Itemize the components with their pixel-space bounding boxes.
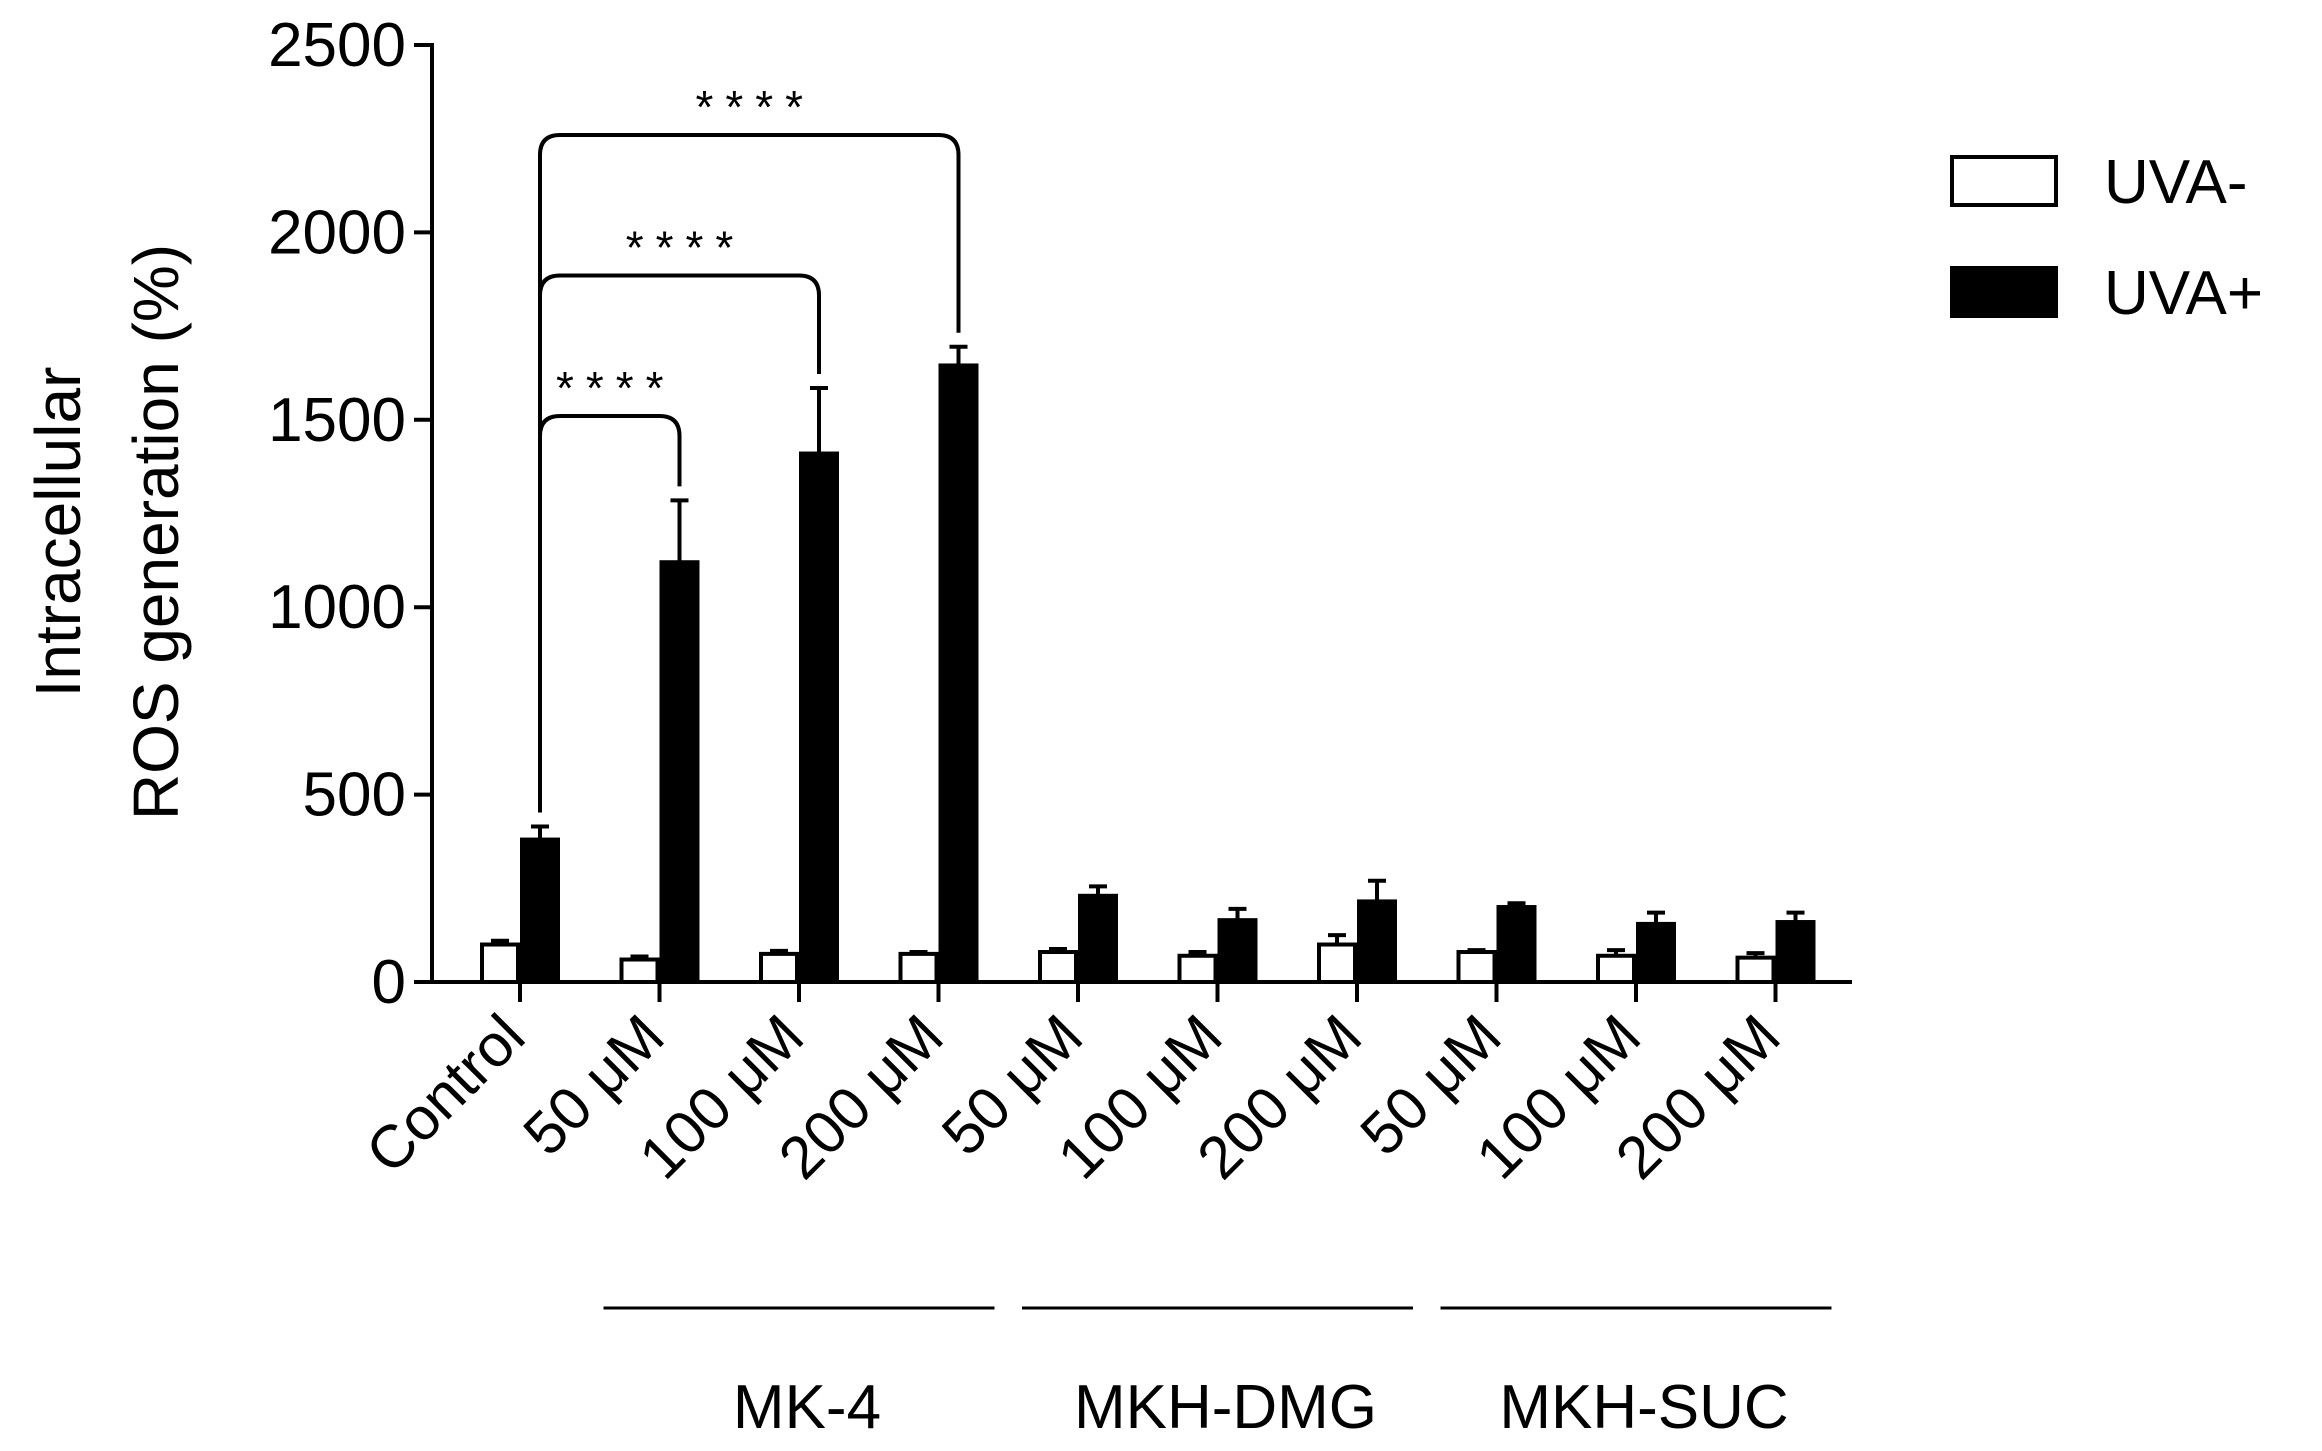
y-axis-label: Intracellular ROS generation (%) <box>22 244 192 820</box>
bar-uva-plus <box>1078 893 1118 985</box>
legend-swatch-uva-plus <box>1950 266 2058 318</box>
legend-label: UVA+ <box>2104 259 2263 328</box>
bar-uva-minus <box>1038 950 1078 984</box>
y-tick-label: 1000 <box>268 573 406 642</box>
bar-uva-plus <box>938 363 979 985</box>
bar-uva-plus <box>520 837 560 984</box>
x-tick-label: Control <box>353 1002 537 1186</box>
bar-uva-minus <box>1735 955 1776 984</box>
error-bars <box>491 344 1805 960</box>
bar-uva-minus <box>1317 942 1357 985</box>
y-tick-label: 0 <box>372 948 406 1017</box>
bar-uva-minus <box>1456 950 1497 984</box>
bars <box>480 363 1816 985</box>
group-label: MK-4 <box>733 1373 881 1442</box>
bar-uva-minus <box>1596 953 1636 984</box>
significance-label: **** <box>626 222 746 274</box>
bar-uva-plus <box>1775 920 1816 984</box>
significance-brackets: **** **** **** <box>538 81 961 813</box>
bar-uva-plus <box>1636 921 1676 985</box>
bar-uva-plus <box>1217 918 1258 985</box>
x-axis <box>432 980 1852 1002</box>
legend-label: UVA- <box>2104 148 2248 217</box>
group-labels: MK-4 MKH-DMG MKH-SUC <box>603 1306 1832 1442</box>
bar-uva-plus <box>1357 899 1397 985</box>
y-tick-label: 500 <box>303 761 406 830</box>
bar-uva-plus <box>659 560 700 984</box>
y-tick-label: 1500 <box>268 386 406 455</box>
significance-label: **** <box>556 362 676 414</box>
significance-bracket <box>538 132 961 813</box>
significance-label: **** <box>695 81 815 133</box>
y-tick-label: 2000 <box>268 198 406 267</box>
y-axis-label-line-2: ROS generation (%) <box>120 244 192 820</box>
bar-uva-minus <box>898 951 939 985</box>
legend-swatch-uva-minus <box>1950 155 2058 207</box>
group-label: MKH-DMG <box>1074 1373 1377 1442</box>
bar-uva-minus <box>619 957 660 985</box>
y-axis: 0 500 1000 1500 2000 2500 <box>268 11 434 1017</box>
y-tick-label: 2500 <box>268 11 406 80</box>
significance-bracket <box>538 414 682 813</box>
group-label: MKH-SUC <box>1499 1373 1788 1442</box>
bar-uva-minus <box>480 942 520 985</box>
bar-uva-plus <box>1496 905 1537 984</box>
bar-uva-minus <box>1177 953 1218 984</box>
bar-uva-plus <box>799 451 839 985</box>
legend: UVA- UVA+ <box>1950 148 2263 328</box>
y-axis-label-line-1: Intracellular <box>22 367 94 698</box>
bar-uva-minus <box>759 951 799 985</box>
